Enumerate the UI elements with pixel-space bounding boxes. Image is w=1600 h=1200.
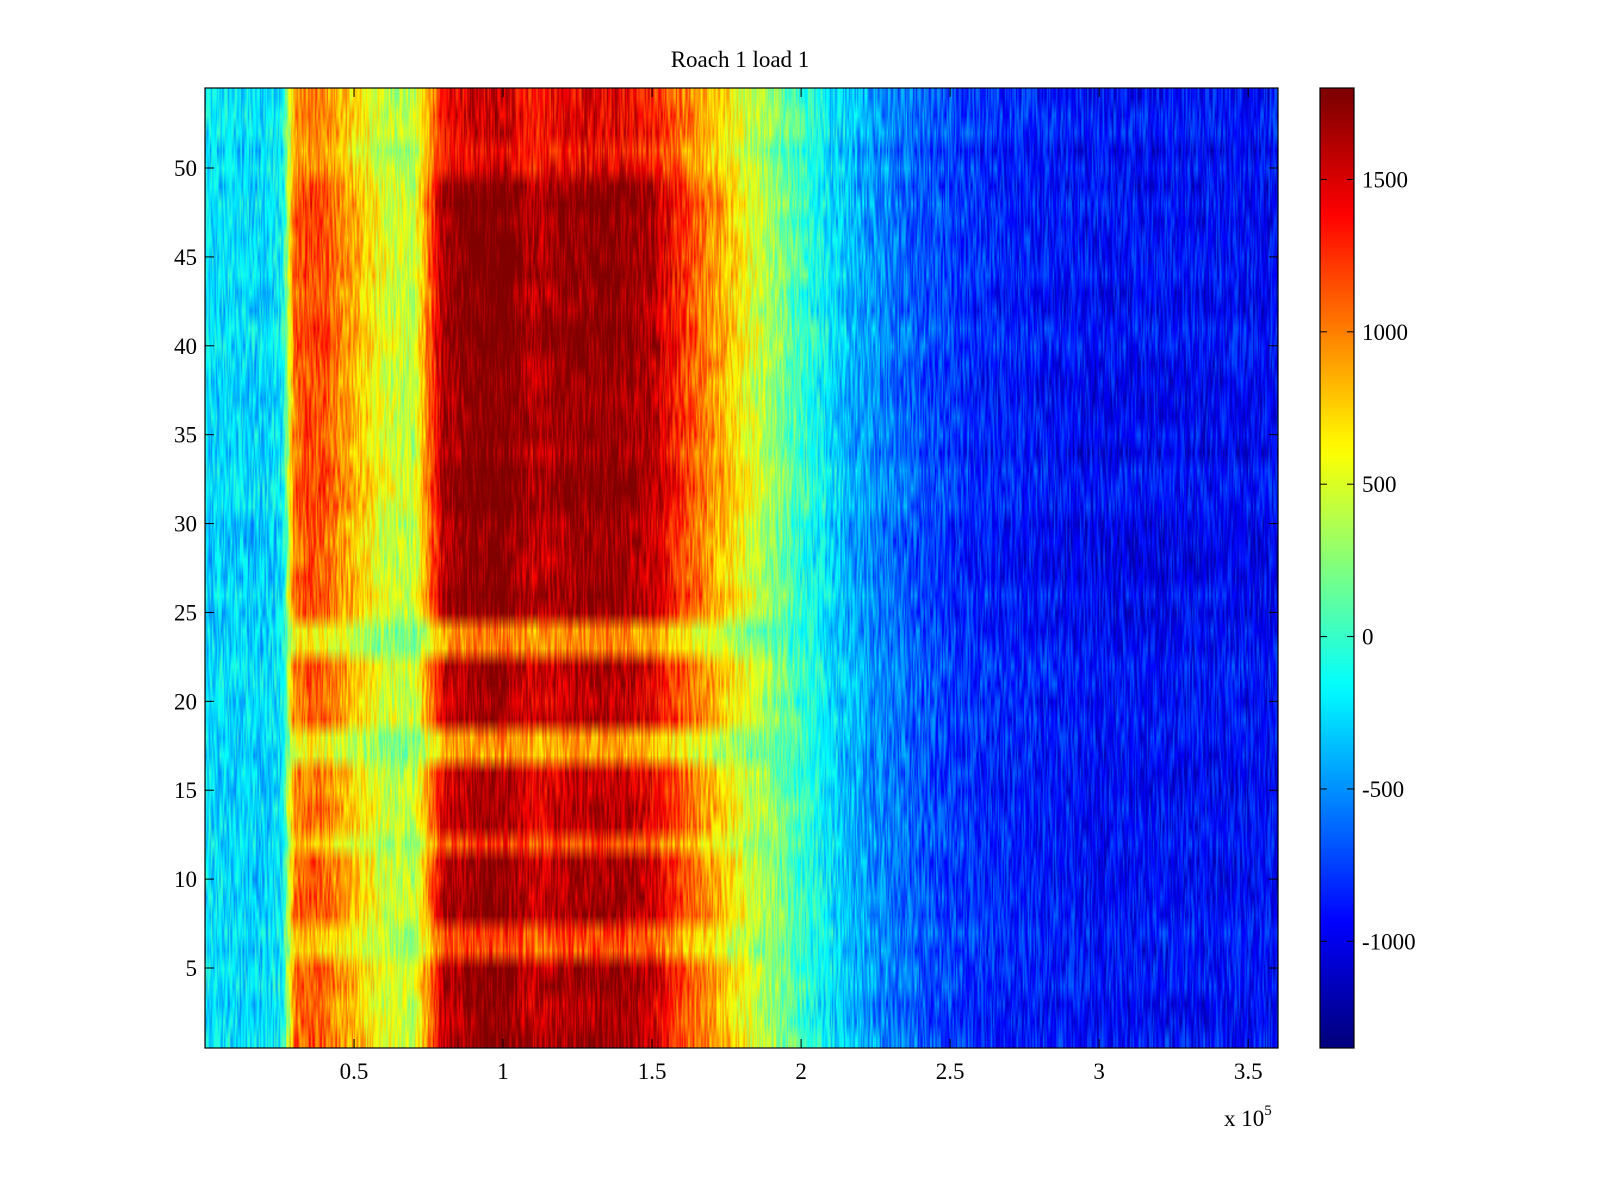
y-tick-label: 45 — [174, 245, 197, 270]
colorbar-ticks: -1000 -500 0 500 1000 1500 — [1320, 167, 1416, 954]
colorbar-tick-label: 1500 — [1362, 167, 1408, 192]
x-tick-label: 2 — [795, 1059, 807, 1084]
colorbar-tick-label: -500 — [1362, 777, 1404, 802]
y-tick-label: 20 — [174, 689, 197, 714]
y-tick-label: 5 — [186, 956, 198, 981]
y-tick-label: 30 — [174, 512, 197, 537]
y-tick-label: 50 — [174, 156, 197, 181]
colorbar-frame — [1319, 87, 1355, 1049]
y-tick-label: 35 — [174, 423, 197, 448]
y-tick-label: 40 — [174, 334, 197, 359]
x-tick-label: 3 — [1093, 1059, 1105, 1084]
chart-title: Roach 1 load 1 — [671, 47, 810, 72]
colorbar-image — [1320, 88, 1354, 1048]
heatmap-image — [205, 88, 1278, 1048]
y-tick-label: 10 — [174, 867, 197, 892]
x-multiplier-exponent: 5 — [1264, 1103, 1272, 1119]
y-tick-label: 15 — [174, 778, 197, 803]
colorbar-tick-label: 1000 — [1362, 320, 1408, 345]
colorbar-tick-label: -1000 — [1362, 929, 1416, 954]
colorbar-tick-label: 0 — [1362, 625, 1374, 650]
x-multiplier-label: x 105 — [1224, 1103, 1272, 1131]
plot-frame — [204, 87, 1279, 1049]
y-tick-label: 25 — [174, 600, 197, 625]
x-tick-label: 2.5 — [936, 1059, 965, 1084]
x-axis-ticks: 0.5 1 1.5 2 2.5 3 3.5 — [340, 88, 1263, 1084]
x-tick-label: 3.5 — [1234, 1059, 1263, 1084]
y-axis-ticks: 5 10 15 20 25 30 35 40 45 50 — [174, 156, 1278, 981]
colorbar-tick-label: 500 — [1362, 472, 1397, 497]
x-tick-label: 1 — [497, 1059, 509, 1084]
x-tick-label: 0.5 — [340, 1059, 369, 1084]
x-tick-label: 1.5 — [638, 1059, 667, 1084]
